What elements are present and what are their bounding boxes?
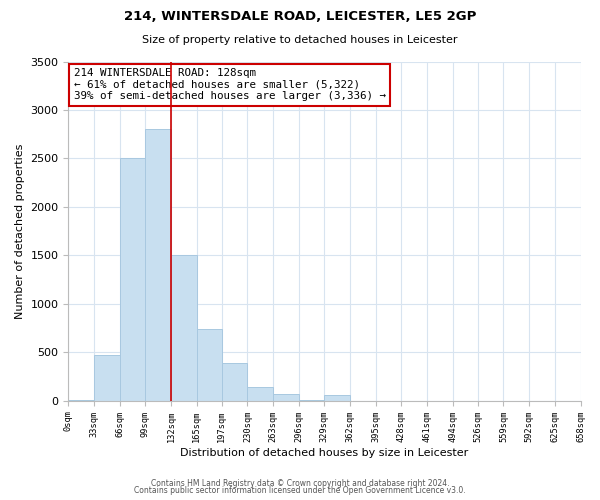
- Text: 214 WINTERSDALE ROAD: 128sqm
← 61% of detached houses are smaller (5,322)
39% of: 214 WINTERSDALE ROAD: 128sqm ← 61% of de…: [74, 68, 386, 102]
- Bar: [145, 130, 171, 400]
- Bar: [222, 363, 247, 401]
- Bar: [171, 256, 197, 400]
- X-axis label: Distribution of detached houses by size in Leicester: Distribution of detached houses by size …: [181, 448, 469, 458]
- Bar: [325, 396, 350, 400]
- Bar: [247, 386, 273, 400]
- Bar: [197, 329, 222, 400]
- Text: Size of property relative to detached houses in Leicester: Size of property relative to detached ho…: [142, 35, 458, 45]
- Bar: [120, 158, 145, 400]
- Text: Contains HM Land Registry data © Crown copyright and database right 2024.: Contains HM Land Registry data © Crown c…: [151, 478, 449, 488]
- Text: Contains public sector information licensed under the Open Government Licence v3: Contains public sector information licen…: [134, 486, 466, 495]
- Bar: [94, 355, 120, 401]
- Bar: [273, 394, 299, 400]
- Text: 214, WINTERSDALE ROAD, LEICESTER, LE5 2GP: 214, WINTERSDALE ROAD, LEICESTER, LE5 2G…: [124, 10, 476, 23]
- Y-axis label: Number of detached properties: Number of detached properties: [15, 144, 25, 319]
